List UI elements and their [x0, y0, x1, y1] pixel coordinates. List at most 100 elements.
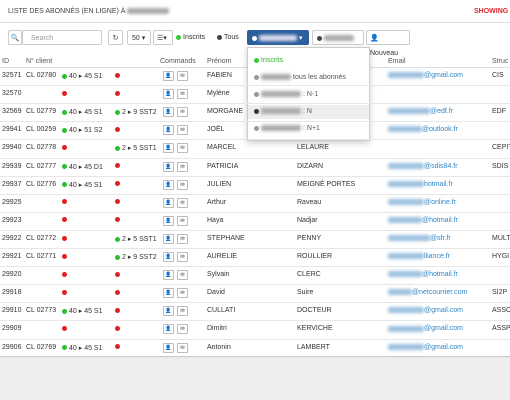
- structure-cell: EDF: [492, 108, 506, 116]
- status-dot: [62, 235, 67, 241]
- column-header: Prénom: [207, 58, 232, 65]
- status-label: 40 ▸ 45 D1: [69, 163, 103, 171]
- view-button[interactable]: 👤: [163, 252, 174, 262]
- mail-button[interactable]: ✉: [177, 143, 188, 154]
- dropdown-item[interactable]: : N-1: [248, 88, 369, 102]
- view-button[interactable]: 👤: [163, 342, 174, 353]
- blurred: [388, 162, 424, 169]
- title-text: LISTE DES ABONNÉS (EN LIGNE) À: [8, 8, 126, 15]
- client-cell: CL 02772: [26, 234, 57, 242]
- status-cell: [115, 217, 122, 224]
- last-name-cell: Raveau: [297, 198, 322, 206]
- dropdown-item[interactable]: tous les abonnés: [248, 71, 369, 85]
- new-button[interactable]: 👤 Nouveau: [366, 30, 410, 57]
- structure-cell: ASSO: [492, 307, 510, 315]
- blurred: [388, 216, 422, 223]
- row-line: [0, 139, 510, 141]
- last-name-cell: PENNY: [297, 234, 322, 242]
- view-button[interactable]: 👤: [163, 179, 174, 190]
- item-dot: [254, 108, 259, 114]
- search-button[interactable]: 🔍: [8, 30, 22, 45]
- status-cell: [115, 72, 122, 79]
- view-button[interactable]: 👤: [163, 107, 174, 118]
- id-cell: 29918: [2, 289, 22, 297]
- filter-tous[interactable]: Tous: [217, 34, 239, 41]
- id-cell: 29910: [2, 307, 22, 315]
- view-button[interactable]: 👤: [163, 71, 174, 81]
- email-text: @outlook.fr: [422, 126, 458, 134]
- search-input[interactable]: Search: [22, 30, 102, 45]
- new-label: Nouveau: [370, 50, 399, 57]
- id-cell: 29920: [2, 271, 22, 279]
- blurred: [388, 126, 422, 133]
- blurred: [388, 253, 424, 260]
- list-button[interactable]: ☰▾: [153, 30, 173, 45]
- client-cell: CL 02773: [26, 307, 57, 315]
- first-name-cell: AURELIE: [207, 253, 237, 260]
- id-cell: 29906: [2, 343, 22, 351]
- structure-cell: CIS: [492, 72, 504, 79]
- email-text: @gmail.com: [424, 72, 464, 79]
- last-name-cell: DIZARN: [297, 162, 324, 170]
- mail-button[interactable]: ✉: [177, 288, 188, 299]
- status-cell: [62, 289, 69, 296]
- mail-button[interactable]: ✉: [177, 197, 188, 208]
- mail-button[interactable]: ✉: [177, 125, 188, 136]
- blurred: [388, 198, 424, 205]
- view-button[interactable]: 👤: [163, 215, 174, 226]
- mail-button[interactable]: ✉: [177, 342, 188, 353]
- view-button[interactable]: 👤: [163, 324, 174, 335]
- blurred: [261, 74, 291, 81]
- mail-button[interactable]: ✉: [177, 306, 188, 317]
- blurred: [388, 289, 412, 296]
- dropdown-item[interactable]: : N: [248, 105, 369, 119]
- dropdown-item[interactable]: Inscrits: [248, 54, 369, 68]
- mail-button[interactable]: ✉: [177, 324, 188, 335]
- status-label: 40 ▸ 45 S1: [69, 344, 103, 352]
- client-cell: CL 02780: [26, 72, 57, 79]
- mail-button[interactable]: ✉: [177, 179, 188, 190]
- last-name-cell: ROULLIER: [297, 253, 333, 260]
- status-cell: [115, 289, 122, 296]
- view-button[interactable]: 👤: [163, 306, 174, 317]
- mail-button[interactable]: ✉: [177, 161, 188, 172]
- mail-button[interactable]: ✉: [177, 270, 188, 281]
- status-cell: [115, 199, 122, 206]
- email-cell: @outlook.fr: [388, 126, 458, 133]
- mail-button[interactable]: ✉: [177, 89, 188, 100]
- dropdown-item[interactable]: : N+1: [248, 122, 369, 136]
- view-button[interactable]: 👤: [163, 89, 174, 100]
- id-cell: 29921: [2, 253, 22, 260]
- status-label: 40 ▸ 51 S2: [69, 127, 103, 135]
- refresh-button[interactable]: ↻: [108, 30, 123, 45]
- row-line: [0, 356, 510, 358]
- view-button[interactable]: 👤: [163, 197, 174, 208]
- period-button[interactable]: ▾: [312, 30, 364, 57]
- showing: SHOWING: [474, 8, 509, 15]
- status-dot: [62, 164, 67, 170]
- view-button[interactable]: 👤: [163, 270, 174, 281]
- view-button[interactable]: 👤: [163, 288, 174, 299]
- filter-inscrits[interactable]: Inscrits: [176, 34, 205, 41]
- dropdown-toggle[interactable]: ▾: [247, 30, 309, 45]
- row-line: [0, 229, 510, 231]
- view-button[interactable]: 👤: [163, 125, 174, 136]
- view-button[interactable]: 👤: [163, 233, 174, 244]
- view-button[interactable]: 👤: [163, 161, 174, 172]
- row-line: [0, 302, 510, 304]
- email-cell: @online.fr: [388, 199, 456, 206]
- mail-button[interactable]: ✉: [177, 215, 188, 226]
- mail-button[interactable]: ✉: [177, 107, 188, 118]
- email-cell: hotmail.fr: [388, 181, 453, 188]
- mail-button[interactable]: ✉: [177, 233, 188, 244]
- status-cell: [62, 217, 69, 224]
- status-dot: [115, 236, 120, 242]
- status-dot: [62, 345, 67, 351]
- page-size[interactable]: 50 ▾: [127, 30, 151, 45]
- status-cell: 2 ▸ 9 SST2: [115, 253, 157, 261]
- mail-button[interactable]: ✉: [177, 252, 188, 262]
- view-button[interactable]: 👤: [163, 143, 174, 154]
- last-name-cell: KERVICHE: [297, 325, 333, 333]
- mail-button[interactable]: ✉: [177, 71, 188, 81]
